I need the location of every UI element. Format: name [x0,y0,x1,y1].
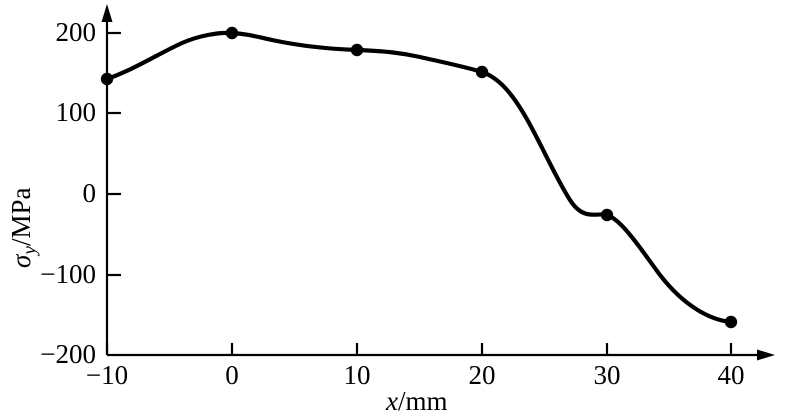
y-axis-title-subscript: y [19,246,41,255]
x-axis-title-separator: / [397,386,406,416]
x-axis-ticks [105,343,733,355]
x-axis [105,343,775,361]
data-point [350,43,364,57]
y-tick-label-200: 200 [55,17,97,47]
x-tick-label-minus10: −10 [85,360,129,390]
data-series-line [104,30,734,325]
data-point [724,315,738,329]
y-tick-label-0: 0 [82,178,97,208]
y-axis-title-variable: σ [6,254,36,268]
data-point-markers [100,26,738,329]
y-axis-arrow-icon [101,4,113,22]
y-axis-title-separator: / [6,238,36,247]
data-point [600,208,614,222]
y-tick-label-minus100: −100 [40,259,96,289]
data-point [475,65,489,79]
x-axis-arrow-icon [757,349,775,361]
y-axis-ticks [107,31,121,277]
x-tick-label-30: 30 [593,360,621,390]
x-tick-label-20: 20 [468,360,496,390]
y-tick-label-100: 100 [55,97,97,127]
y-axis [101,4,121,355]
x-tick-label-0: 0 [225,360,239,390]
y-axis-title-unit: MPa [6,187,36,239]
x-axis-title: x/mm [386,388,448,415]
x-axis-title-variable: x [386,386,398,416]
data-point [100,72,114,86]
y-axis-title: σy/MPa [6,187,41,269]
data-point [225,26,239,40]
x-axis-title-unit: mm [405,386,448,416]
y-tick-label-minus200: −200 [40,339,96,369]
x-tick-label-10: 10 [343,360,371,390]
x-tick-label-40: 40 [717,360,745,390]
